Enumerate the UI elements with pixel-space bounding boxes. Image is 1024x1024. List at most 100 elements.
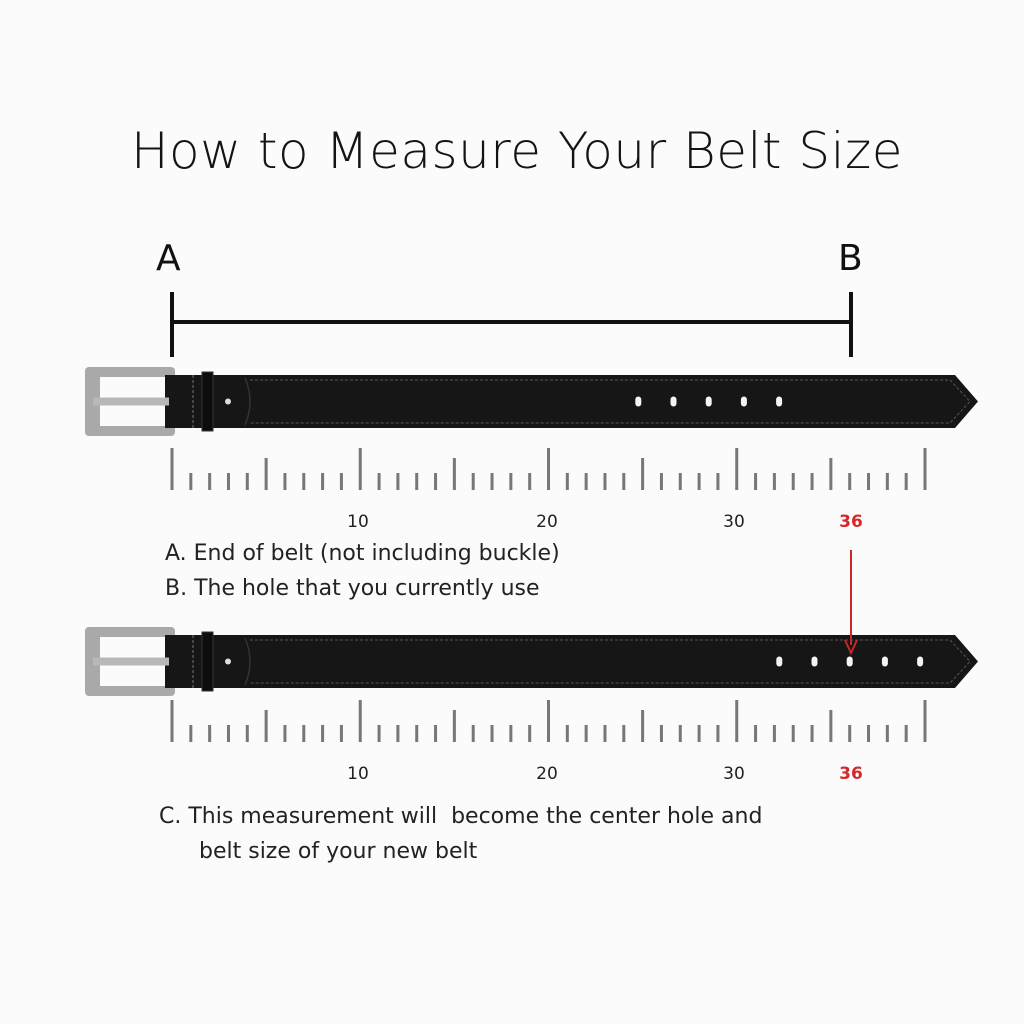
ruler-tick <box>245 725 249 742</box>
ruler-tick <box>358 448 362 490</box>
ruler-tick <box>754 725 758 742</box>
ruler-tick <box>452 458 456 490</box>
ruler-tick <box>528 725 532 742</box>
belt-hole <box>635 396 642 407</box>
ruler-tick <box>716 725 720 742</box>
ruler-tick <box>659 473 663 490</box>
ruler-tick <box>829 710 833 742</box>
marker-b: B <box>838 238 863 279</box>
marker-a: A <box>156 238 181 279</box>
ruler-tick <box>245 473 249 490</box>
ruler-label-10: 10 <box>347 764 369 784</box>
ruler-tick <box>208 473 212 490</box>
ruler-tick <box>396 473 400 490</box>
belt-hole <box>705 396 712 407</box>
ruler-tick <box>641 458 645 490</box>
belt-hole <box>670 396 677 407</box>
ruler-tick <box>678 473 682 490</box>
caption-a: A. End of belt (not including buckle) <box>165 541 560 566</box>
ruler-tick <box>321 725 325 742</box>
ruler-tick <box>716 473 720 490</box>
ruler-tick <box>452 710 456 742</box>
buckle-prong <box>93 397 169 406</box>
ruler-tick <box>302 725 306 742</box>
ruler-tick <box>547 700 550 742</box>
ruler-top <box>170 448 927 490</box>
belt-stitching <box>250 379 971 424</box>
ruler-tick <box>377 725 381 742</box>
ruler-tick <box>584 725 588 742</box>
ruler-tick <box>810 473 814 490</box>
ruler-tick <box>622 725 626 742</box>
ruler-tick <box>565 473 569 490</box>
ruler-tick <box>772 725 776 742</box>
ruler-tick <box>189 473 193 490</box>
ruler-tick <box>791 725 795 742</box>
red-arrow <box>844 550 858 656</box>
ruler-tick <box>358 700 362 742</box>
ruler-tick <box>754 473 758 490</box>
ruler-tick <box>885 725 889 742</box>
ruler-tick <box>697 725 701 742</box>
ruler-tick <box>659 725 663 742</box>
ruler-tick <box>923 700 927 742</box>
belt-top <box>85 367 978 436</box>
belt-strap <box>165 635 978 688</box>
ruler-tick <box>923 448 927 490</box>
page-title: How to Measure Your Belt Size <box>130 122 904 180</box>
belt-tip-edge <box>244 637 251 686</box>
ruler-tick <box>584 473 588 490</box>
ruler-tick <box>735 700 739 742</box>
ruler-tick <box>547 448 550 490</box>
belt-hole <box>776 396 783 407</box>
ruler-tick <box>415 725 419 742</box>
ruler-tick <box>226 725 230 742</box>
ruler-tick <box>509 473 513 490</box>
ruler-label-36: 36 <box>839 764 863 784</box>
ruler-tick <box>829 458 833 490</box>
ruler-tick <box>170 700 174 742</box>
ruler-tick <box>434 725 438 742</box>
ruler-tick <box>848 473 852 490</box>
ruler-tick <box>867 473 871 490</box>
belt-loop <box>201 631 214 692</box>
ruler-tick <box>396 725 400 742</box>
caption-c-continued: belt size of your new belt <box>199 839 478 864</box>
belt-bottom <box>85 627 978 696</box>
ruler-tick <box>622 473 626 490</box>
ruler-tick <box>434 473 438 490</box>
ruler-label-20: 20 <box>536 764 558 784</box>
ruler-tick <box>603 473 607 490</box>
belt-hole <box>776 656 783 667</box>
ruler-label-20: 20 <box>536 512 558 532</box>
ruler-tick <box>283 473 287 490</box>
ruler-tick <box>509 725 513 742</box>
ruler-tick <box>283 725 287 742</box>
ruler-tick <box>565 725 569 742</box>
ruler-label-10: 10 <box>347 512 369 532</box>
belt-hole <box>846 656 853 667</box>
ruler-tick <box>321 473 325 490</box>
ruler-tick <box>490 473 494 490</box>
ruler-tick <box>264 710 268 742</box>
ruler-bottom <box>170 700 927 742</box>
ruler-tick <box>848 725 852 742</box>
dimension-line <box>170 292 853 357</box>
ruler-tick <box>885 473 889 490</box>
ruler-tick <box>735 448 739 490</box>
ruler-tick <box>528 473 532 490</box>
ruler-tick <box>678 725 682 742</box>
belt-tip-edge <box>244 377 251 426</box>
ruler-label-36: 36 <box>839 512 863 532</box>
ruler-tick <box>810 725 814 742</box>
ruler-tick <box>791 473 795 490</box>
caption-c: C. This measurement will become the cent… <box>159 804 763 829</box>
ruler-tick <box>302 473 306 490</box>
ruler-tick <box>226 473 230 490</box>
ruler-tick <box>471 725 475 742</box>
belt-hole <box>917 656 924 667</box>
belt-strap <box>165 375 978 428</box>
belt-hole <box>811 656 818 667</box>
ruler-tick <box>339 473 343 490</box>
